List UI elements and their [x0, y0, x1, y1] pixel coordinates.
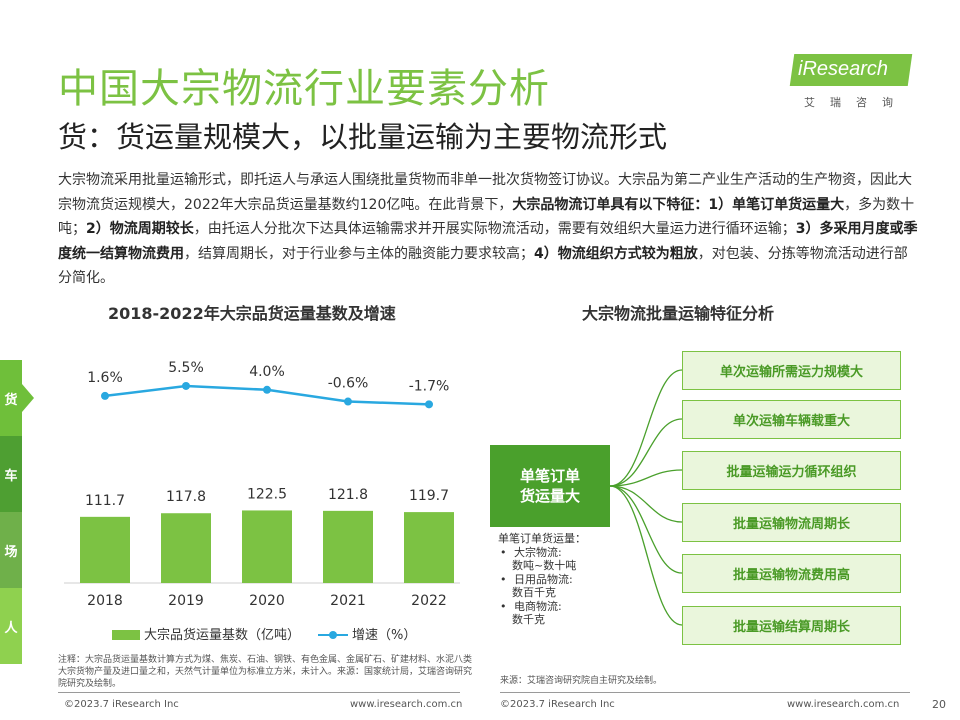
bar-value-label: 122.5 — [247, 486, 287, 502]
connector-2 — [609, 418, 683, 487]
legend-line-label: 增速（%） — [352, 628, 416, 643]
x-tick-label: 2021 — [330, 593, 366, 609]
intro-bold-4: 4）物流组织方式较为粗放 — [534, 245, 698, 262]
list-item-value: 数吨~数十吨 — [512, 559, 577, 572]
feature-box-4: 批量运输物流周期长 — [682, 503, 901, 542]
list-item-name: 大宗物流: — [514, 545, 562, 559]
logo-text: iResearch — [798, 58, 889, 80]
footer-divider-right — [500, 692, 910, 693]
bar-value-label: 119.7 — [409, 488, 449, 504]
right-chart-title: 大宗物流批量运输特征分析 — [582, 304, 775, 323]
active-tab-arrow — [22, 384, 34, 412]
footer-url-right: www.iresearch.com.cn — [787, 699, 900, 710]
footer-copyright-left: ©2023.7 iResearch Inc — [64, 699, 179, 710]
feature-box-3: 批量运输运力循环组织 — [682, 451, 901, 490]
list-item-value: 数百千克 — [512, 586, 556, 599]
growth-point-2021 — [344, 397, 352, 406]
growth-point-2022 — [425, 400, 433, 409]
growth-value-label: -1.7% — [409, 378, 450, 394]
side-tab-people[interactable]: 人 — [0, 588, 22, 664]
chart-legend: 大宗品货运量基数（亿吨） 增速（%） — [112, 627, 416, 643]
intro-bold-2: 2）物流周期较长 — [86, 221, 194, 237]
bar-2021 — [323, 510, 373, 583]
list-item: • 电商物流: — [498, 600, 668, 614]
footer-url-left: www.iresearch.com.cn — [350, 699, 463, 710]
bullet-icon: • — [500, 572, 507, 586]
list-item-name: 日用品物流: — [514, 572, 573, 586]
page-title: 中国大宗物流行业要素分析 — [58, 66, 550, 112]
list-item: • 大宗物流: — [498, 546, 668, 560]
feature-box-2: 单次运输车辆载重大 — [682, 400, 901, 439]
side-tabs: 货 车 场 人 — [0, 360, 34, 664]
legend-line-marker — [329, 631, 337, 639]
x-tick-label: 2019 — [168, 593, 204, 609]
list-item-value: 数千克 — [512, 613, 545, 626]
bar-value-label: 117.8 — [166, 489, 206, 505]
side-tab-vehicle[interactable]: 车 — [0, 436, 22, 512]
growth-point-2018 — [101, 391, 109, 400]
left-chart-title: 2018-2022年大宗品货运量基数及增速 — [108, 304, 396, 323]
center-node-line-2: 货运量大 — [519, 487, 580, 505]
growth-value-label: 4.0% — [249, 364, 285, 380]
x-tick-label: 2020 — [249, 593, 285, 609]
freight-volume-chart: 111.7 2018 117.8 2019 122.5 2020 121.8 2021 119.… — [64, 360, 460, 643]
intro-text-1: 大宗物流采用批量运输形式，即托运人与承运人围绕批量货物而非单一批次货物签订协议。… — [58, 172, 912, 213]
connector-4 — [609, 485, 683, 523]
bar-2022 — [404, 512, 454, 583]
x-tick-label: 2018 — [87, 593, 123, 609]
order-volume-list: 单笔订单货运量： • 大宗物流: 数吨~数十吨 • 日用品物流: 数百千克 • 电商物… — [498, 532, 668, 627]
list-item: • 日用品物流: — [498, 573, 668, 587]
feature-box-1: 单次运输所需运力规模大 — [682, 351, 901, 390]
bullet-icon: • — [500, 599, 507, 613]
legend-bar-label: 大宗品货运量基数（亿吨） — [144, 627, 300, 643]
bar-2020 — [242, 510, 292, 583]
footer-copyright-right: ©2023.7 iResearch Inc — [500, 699, 615, 710]
bullet-icon: • — [500, 545, 507, 559]
intro-bold-3: 3）多采用月度或季度统一结算物流费用 — [58, 221, 918, 262]
list-title: 单笔订单货运量： — [498, 532, 586, 545]
bar-2019 — [161, 513, 211, 583]
bar-series — [80, 510, 454, 583]
legend-bar-swatch — [112, 630, 140, 640]
intro-text-2: ，多为数十吨； — [58, 196, 915, 238]
intro-text-3: ，由托运人分批次下达具体运输需求并开展实际物流活动，需要有效组织大量运力进行循环… — [193, 221, 796, 237]
side-tab-site[interactable]: 场 — [0, 512, 22, 588]
bar-value-label: 121.8 — [328, 487, 368, 503]
growth-point-2020 — [263, 385, 271, 394]
connector-5 — [609, 485, 683, 574]
chart-labels: 111.7 2018 117.8 2019 122.5 2020 121.8 2021 119.… — [85, 360, 449, 609]
page-subtitle: 货：货运量规模大，以批量运输为主要物流形式 — [58, 120, 668, 154]
x-tick-label: 2022 — [411, 593, 447, 609]
intro-text-5: ，对包装、分拣等物流活动进行部分简化。 — [58, 245, 908, 287]
bar-2018 — [80, 516, 130, 583]
intro-text-4: ，结算周期长，对于行业参与主体的融资能力要求较高； — [184, 245, 534, 262]
intro-paragraph: 大宗物流采用批量运输形式，即托运人与承运人围绕批量货物而非单一批次货物签订协议。… — [58, 168, 918, 291]
growth-value-label: 1.6% — [87, 370, 123, 386]
growth-point-2019 — [182, 381, 190, 390]
iresearch-logo: iResearch 艾瑞咨询 — [789, 52, 913, 109]
connector-6 — [609, 485, 683, 626]
page-number: 20 — [932, 698, 946, 711]
diagram-source: 来源：艾瑞咨询研究院自主研究及绘制。 — [500, 676, 663, 686]
footer-divider-left — [58, 692, 460, 693]
growth-line-series — [101, 381, 433, 409]
connector-1 — [609, 369, 683, 487]
chart-note: 注释：大宗品货运量基数计算方式为煤、焦炭、石油、钢铁、有色金属、金属矿石、矿建材… — [58, 655, 473, 689]
logo-chinese-text: 艾瑞咨询 — [804, 96, 908, 109]
center-node: 单笔订单 货运量大 — [490, 445, 610, 527]
feature-box-6: 批量运输结算周期长 — [682, 606, 901, 645]
list-item-name: 电商物流: — [514, 599, 562, 613]
bar-value-label: 111.7 — [85, 493, 125, 509]
growth-value-label: 5.5% — [168, 360, 204, 376]
feature-box-5: 批量运输物流费用高 — [682, 554, 901, 593]
side-tab-goods[interactable]: 货 — [0, 360, 22, 436]
growth-value-label: -0.6% — [328, 376, 369, 392]
connector-3 — [609, 469, 683, 487]
intro-bold-1: 大宗品物流订单具有以下特征：1）单笔订单货运量大 — [512, 196, 845, 213]
center-node-line-1: 单笔订单 — [519, 467, 580, 485]
diagram-connectors — [609, 369, 683, 626]
